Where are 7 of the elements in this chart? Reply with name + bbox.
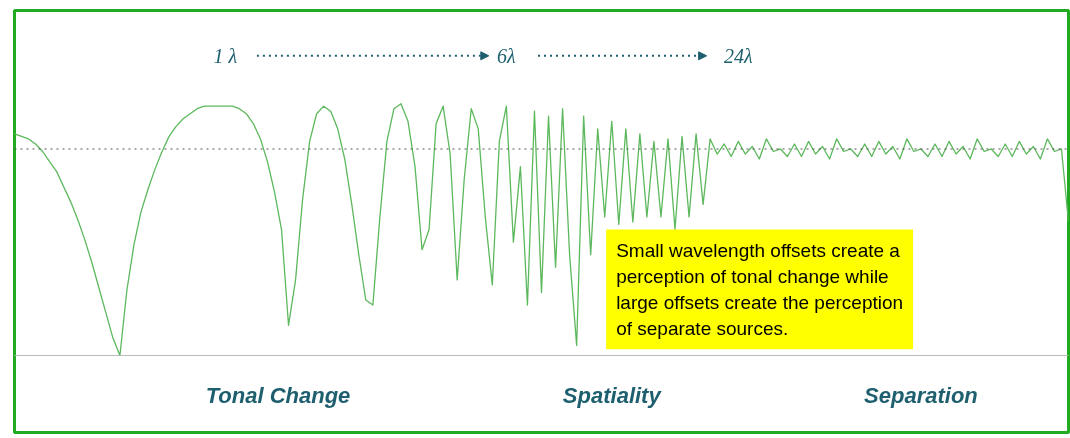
text: 1 λ bbox=[213, 44, 238, 67]
text: Spatiality bbox=[562, 383, 663, 409]
annotation: Small wavelength offsets create a perception of tonal change while large offsets create the perception of separate sources. bbox=[616, 239, 904, 340]
text: Tonal Change bbox=[205, 383, 351, 409]
text: Separation bbox=[864, 383, 978, 409]
text: 6λ bbox=[497, 44, 517, 67]
text: 24λ bbox=[723, 44, 753, 67]
